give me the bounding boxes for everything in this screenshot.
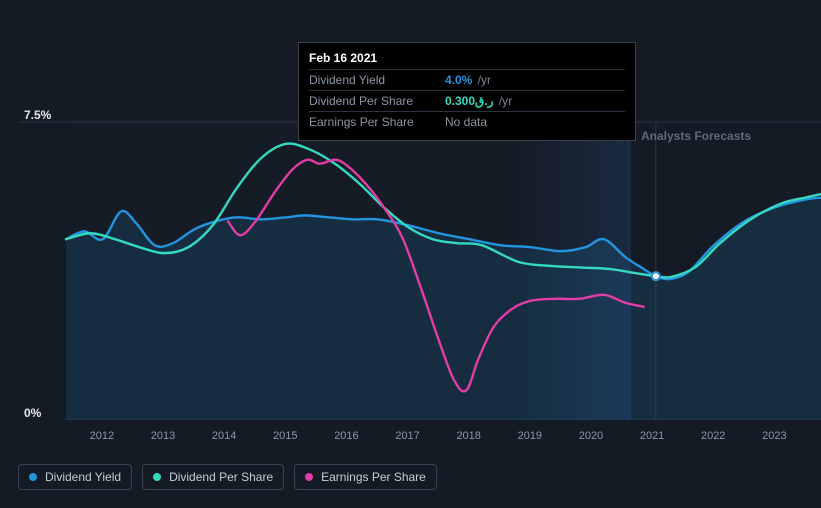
legend-label: Dividend Yield xyxy=(45,470,121,484)
x-axis-label: 2015 xyxy=(273,430,297,442)
tooltip-row-label: Dividend Per Share xyxy=(309,94,421,108)
tooltip-row-value: 4.0% /yr xyxy=(445,73,491,87)
tooltip-row-value: 0.300ر.ق /yr xyxy=(445,94,512,108)
legend-item[interactable]: Dividend Yield xyxy=(18,464,132,490)
tooltip-row-label: Earnings Per Share xyxy=(309,115,421,129)
x-axis-label: 2022 xyxy=(701,430,725,442)
x-axis-label: 2017 xyxy=(395,430,419,442)
legend-dot-icon xyxy=(305,473,313,481)
legend-label: Earnings Per Share xyxy=(321,470,426,484)
x-axis-label: 2023 xyxy=(762,430,786,442)
chart-tooltip: Feb 16 2021 Dividend Yield4.0% /yrDivide… xyxy=(298,42,636,141)
tooltip-rows: Dividend Yield 4.0% /yr Dividend Per Share… xyxy=(309,69,625,132)
legend-item[interactable]: Earnings Per Share xyxy=(294,464,437,490)
tooltip-row-value: No data xyxy=(445,115,487,129)
tooltip-row: Dividend Per Share 0.300ر.ق /yr xyxy=(309,90,625,111)
x-axis-label: 2013 xyxy=(151,430,175,442)
x-axis-label: 2014 xyxy=(212,430,236,442)
chart-legend: Dividend Yield Dividend Per Share Earnings… xyxy=(18,464,437,490)
tooltip-row: Dividend Yield 4.0% /yr xyxy=(309,69,625,90)
x-axis-label: 2019 xyxy=(518,430,542,442)
tooltip-row-label: Dividend Yield xyxy=(309,73,421,87)
legend-item[interactable]: Dividend Per Share xyxy=(142,464,284,490)
tooltip-date: Feb 16 2021 xyxy=(309,51,625,65)
x-axis-label: 2018 xyxy=(456,430,480,442)
x-axis-label: 2012 xyxy=(90,430,114,442)
x-axis-label: 2016 xyxy=(334,430,358,442)
x-axis-label: 2021 xyxy=(640,430,664,442)
y-axis-label: 7.5% xyxy=(24,108,51,122)
legend-dot-icon xyxy=(153,473,161,481)
x-axis-label: 2020 xyxy=(579,430,603,442)
legend-label: Dividend Per Share xyxy=(169,470,273,484)
y-axis-label: 0% xyxy=(24,406,41,420)
legend-dot-icon xyxy=(29,473,37,481)
tooltip-row: Earnings Per Share No data xyxy=(309,111,625,132)
forecast-label: Analysts Forecasts xyxy=(641,129,751,143)
